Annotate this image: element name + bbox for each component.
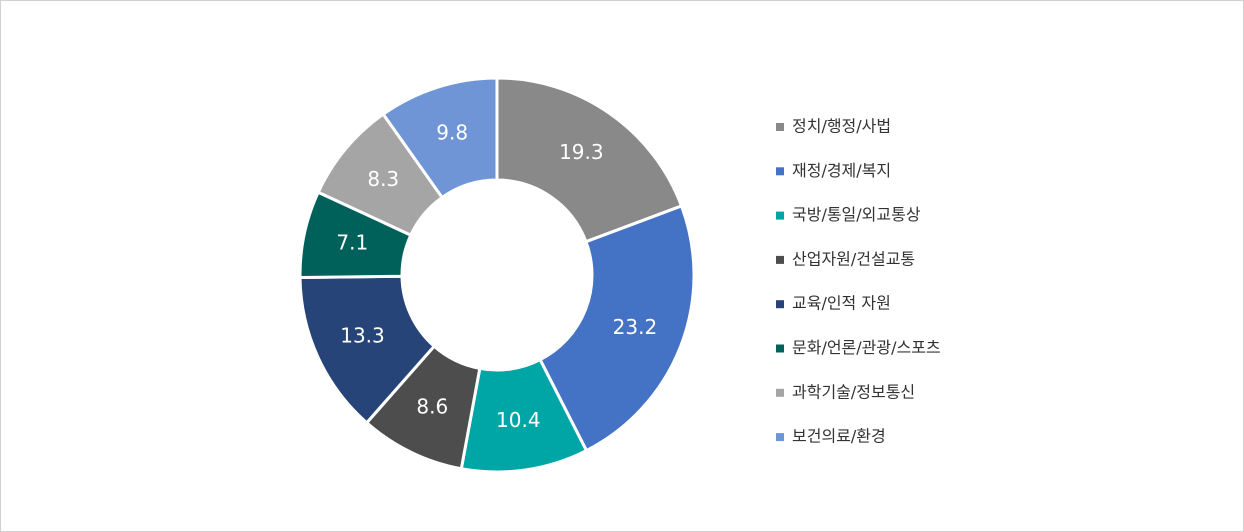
legend-swatch bbox=[776, 300, 784, 309]
legend-swatch bbox=[776, 433, 784, 442]
legend-label: 산업자원/건설교통 bbox=[792, 249, 915, 268]
legend-swatch bbox=[776, 167, 784, 176]
legend-label: 보건의료/환경 bbox=[792, 427, 886, 446]
slice bbox=[298, 274, 437, 425]
data-label: 8.6 bbox=[416, 395, 448, 419]
legend-label: 문화/언론/관광/스포츠 bbox=[792, 338, 941, 357]
slice bbox=[495, 76, 684, 244]
data-label: 19.3 bbox=[559, 140, 604, 164]
legend-swatch bbox=[776, 255, 784, 264]
data-label: 8.3 bbox=[367, 167, 399, 191]
data-label: 9.8 bbox=[436, 120, 468, 144]
legend-swatch bbox=[776, 344, 784, 353]
legend-swatch bbox=[776, 123, 784, 131]
legend-swatch bbox=[776, 211, 784, 220]
legend-label: 국방/통일/외교통상 bbox=[792, 205, 921, 224]
legend-label: 교육/인적 자원 bbox=[792, 294, 891, 313]
data-label: 13.3 bbox=[340, 323, 385, 347]
slice bbox=[381, 76, 499, 200]
legend-label: 과학기술/정보통신 bbox=[792, 382, 915, 401]
legend-label: 정치/행정/사법 bbox=[792, 117, 891, 136]
legend-label: 재정/경제/복지 bbox=[792, 161, 891, 180]
legend-swatch bbox=[776, 388, 784, 397]
data-label: 7.1 bbox=[336, 231, 368, 255]
data-label: 23.2 bbox=[613, 315, 658, 339]
data-label: 10.4 bbox=[496, 408, 541, 432]
slice bbox=[538, 204, 696, 453]
